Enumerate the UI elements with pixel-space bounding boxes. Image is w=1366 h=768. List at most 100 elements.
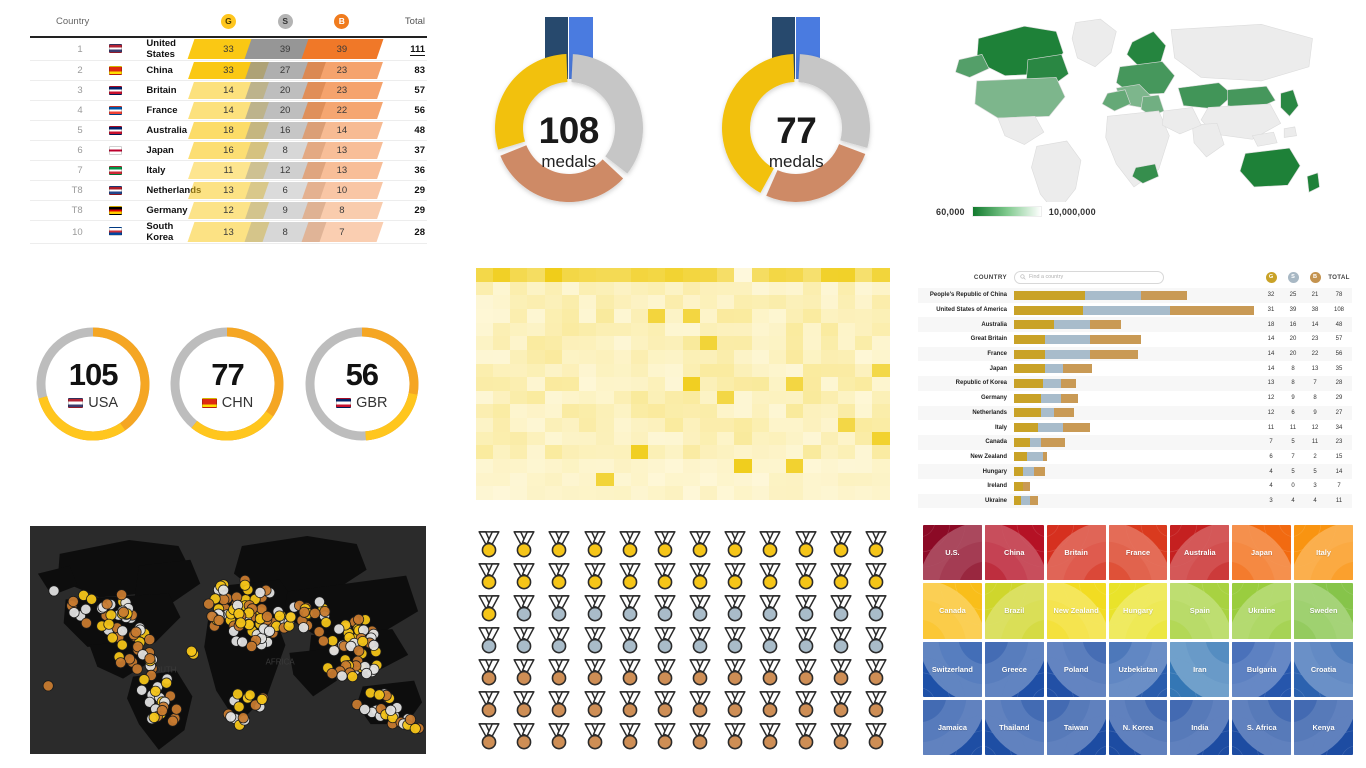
heatmap-cell[interactable] bbox=[837, 472, 855, 487]
heatmap-cell[interactable] bbox=[475, 486, 493, 500]
heatmap-cell[interactable] bbox=[803, 390, 821, 405]
heatmap-cell[interactable] bbox=[820, 445, 838, 460]
heatmap-cell[interactable] bbox=[768, 308, 786, 323]
heatmap-cell[interactable] bbox=[475, 377, 493, 391]
heatmap-cell[interactable] bbox=[699, 268, 717, 282]
medal-dot[interactable] bbox=[104, 609, 117, 621]
treemap-tile[interactable]: Australia bbox=[1170, 525, 1230, 581]
heatmap-cell[interactable] bbox=[596, 349, 614, 364]
heatmap-cell[interactable] bbox=[803, 336, 821, 350]
heatmap-cell[interactable] bbox=[665, 295, 683, 309]
medal-icon[interactable] bbox=[509, 689, 539, 719]
heatmap-cell[interactable] bbox=[544, 308, 562, 323]
heatmap-cell[interactable] bbox=[837, 281, 855, 296]
heatmap-cell[interactable] bbox=[510, 336, 528, 350]
heatmap-cell[interactable] bbox=[734, 295, 752, 309]
medal-icon[interactable] bbox=[650, 561, 680, 591]
heatmap-cell[interactable] bbox=[751, 322, 769, 337]
medal-dot[interactable] bbox=[85, 593, 97, 605]
pictogram-medal-cell[interactable] bbox=[824, 561, 857, 591]
pictogram-medal-cell[interactable] bbox=[543, 561, 576, 591]
medal-dot[interactable] bbox=[185, 645, 197, 657]
heatmap-cell[interactable] bbox=[561, 336, 579, 350]
heatmap-cell[interactable] bbox=[734, 377, 752, 391]
heatmap-cell[interactable] bbox=[527, 472, 545, 487]
heatmap-cell[interactable] bbox=[561, 363, 579, 378]
heatmap-cell[interactable] bbox=[492, 431, 510, 446]
heatmap-cell[interactable] bbox=[665, 459, 683, 473]
medal-dot[interactable] bbox=[102, 618, 114, 630]
heatmap-cell[interactable] bbox=[579, 459, 597, 473]
medal-dot[interactable] bbox=[143, 634, 155, 646]
medal-icon[interactable] bbox=[720, 529, 750, 559]
heatmap-cell[interactable] bbox=[717, 459, 735, 473]
pictogram-medal-cell[interactable] bbox=[578, 529, 611, 559]
medal-icon[interactable] bbox=[685, 561, 715, 591]
treemap-tile[interactable]: Britain bbox=[1046, 525, 1106, 581]
heatmap-cell[interactable] bbox=[648, 308, 666, 323]
medal-icon[interactable] bbox=[580, 625, 610, 655]
heatmap-cell[interactable] bbox=[751, 336, 769, 350]
medal-dot[interactable] bbox=[116, 639, 128, 651]
medal-icon[interactable] bbox=[861, 625, 891, 655]
heatmap-cell[interactable] bbox=[596, 390, 614, 405]
treemap-tile[interactable]: Uzbekistan bbox=[1108, 641, 1168, 697]
heatmap-cell[interactable] bbox=[510, 404, 528, 419]
heatmap-cell[interactable] bbox=[751, 349, 769, 364]
heatmap-cell[interactable] bbox=[717, 281, 735, 296]
heatmap-cell[interactable] bbox=[630, 404, 648, 419]
medal-icon[interactable] bbox=[685, 657, 715, 687]
heatmap-cell[interactable] bbox=[872, 322, 890, 337]
pictogram-medal-cell[interactable] bbox=[578, 593, 611, 623]
heatmap-cell[interactable] bbox=[630, 390, 648, 405]
medal-icon[interactable] bbox=[474, 625, 504, 655]
medal-icon[interactable] bbox=[650, 657, 680, 687]
heatmap-cell[interactable] bbox=[561, 445, 579, 460]
heatmap-cell[interactable] bbox=[872, 363, 890, 378]
heatmap-cell[interactable] bbox=[561, 349, 579, 364]
pictogram-medal-cell[interactable] bbox=[719, 721, 752, 751]
heatmap-cell[interactable] bbox=[613, 268, 631, 282]
medal-icon[interactable] bbox=[474, 529, 504, 559]
medal-dot[interactable] bbox=[332, 623, 344, 635]
heatmap-cell[interactable] bbox=[682, 268, 700, 282]
pictogram-medal-cell[interactable] bbox=[578, 561, 611, 591]
heatmap-cell[interactable] bbox=[855, 431, 873, 446]
heatmap-cell[interactable] bbox=[820, 349, 838, 364]
heatmap-cell[interactable] bbox=[786, 336, 804, 350]
medal-icon[interactable] bbox=[544, 593, 574, 623]
heatmap-cell[interactable] bbox=[561, 404, 579, 419]
heatmap-cell[interactable] bbox=[803, 472, 821, 487]
heatmap-cell[interactable] bbox=[872, 404, 890, 419]
medal-icon[interactable] bbox=[791, 593, 821, 623]
heatmap-cell[interactable] bbox=[855, 308, 873, 323]
heatmap-cell[interactable] bbox=[682, 377, 700, 391]
heatmap-cell[interactable] bbox=[475, 281, 493, 296]
medal-icon[interactable] bbox=[720, 657, 750, 687]
medal-dot[interactable] bbox=[313, 626, 325, 638]
heatmap-cell[interactable] bbox=[682, 486, 700, 500]
heatmap-cell[interactable] bbox=[751, 390, 769, 405]
medal-icon[interactable] bbox=[615, 561, 645, 591]
medal-icon[interactable] bbox=[650, 689, 680, 719]
medal-dot[interactable] bbox=[236, 636, 248, 648]
heatmap-cell[interactable] bbox=[665, 363, 683, 378]
medal-icon[interactable] bbox=[755, 593, 785, 623]
heatmap-cell[interactable] bbox=[734, 472, 752, 487]
heatmap-cell[interactable] bbox=[665, 322, 683, 337]
medal-icon[interactable] bbox=[861, 593, 891, 623]
heatmap-cell[interactable] bbox=[579, 349, 597, 364]
pictogram-medal-cell[interactable] bbox=[613, 593, 646, 623]
medal-dot[interactable] bbox=[117, 606, 129, 618]
heatmap-cell[interactable] bbox=[544, 486, 562, 500]
heatmap-cell[interactable] bbox=[734, 322, 752, 337]
heatmap-cell[interactable] bbox=[786, 308, 804, 323]
heatmap-cell[interactable] bbox=[820, 431, 838, 446]
heatmap-cell[interactable] bbox=[510, 472, 528, 487]
bar-list-row[interactable]: United States of America 31 39 38 108 bbox=[918, 303, 1352, 318]
heatmap-cell[interactable] bbox=[751, 459, 769, 473]
table-row[interactable]: 1 United States 33 39 39 111 bbox=[30, 37, 427, 61]
medal-icon[interactable] bbox=[474, 657, 504, 687]
silver-segment[interactable] bbox=[571, 54, 643, 174]
heatmap-cell[interactable] bbox=[751, 472, 769, 487]
